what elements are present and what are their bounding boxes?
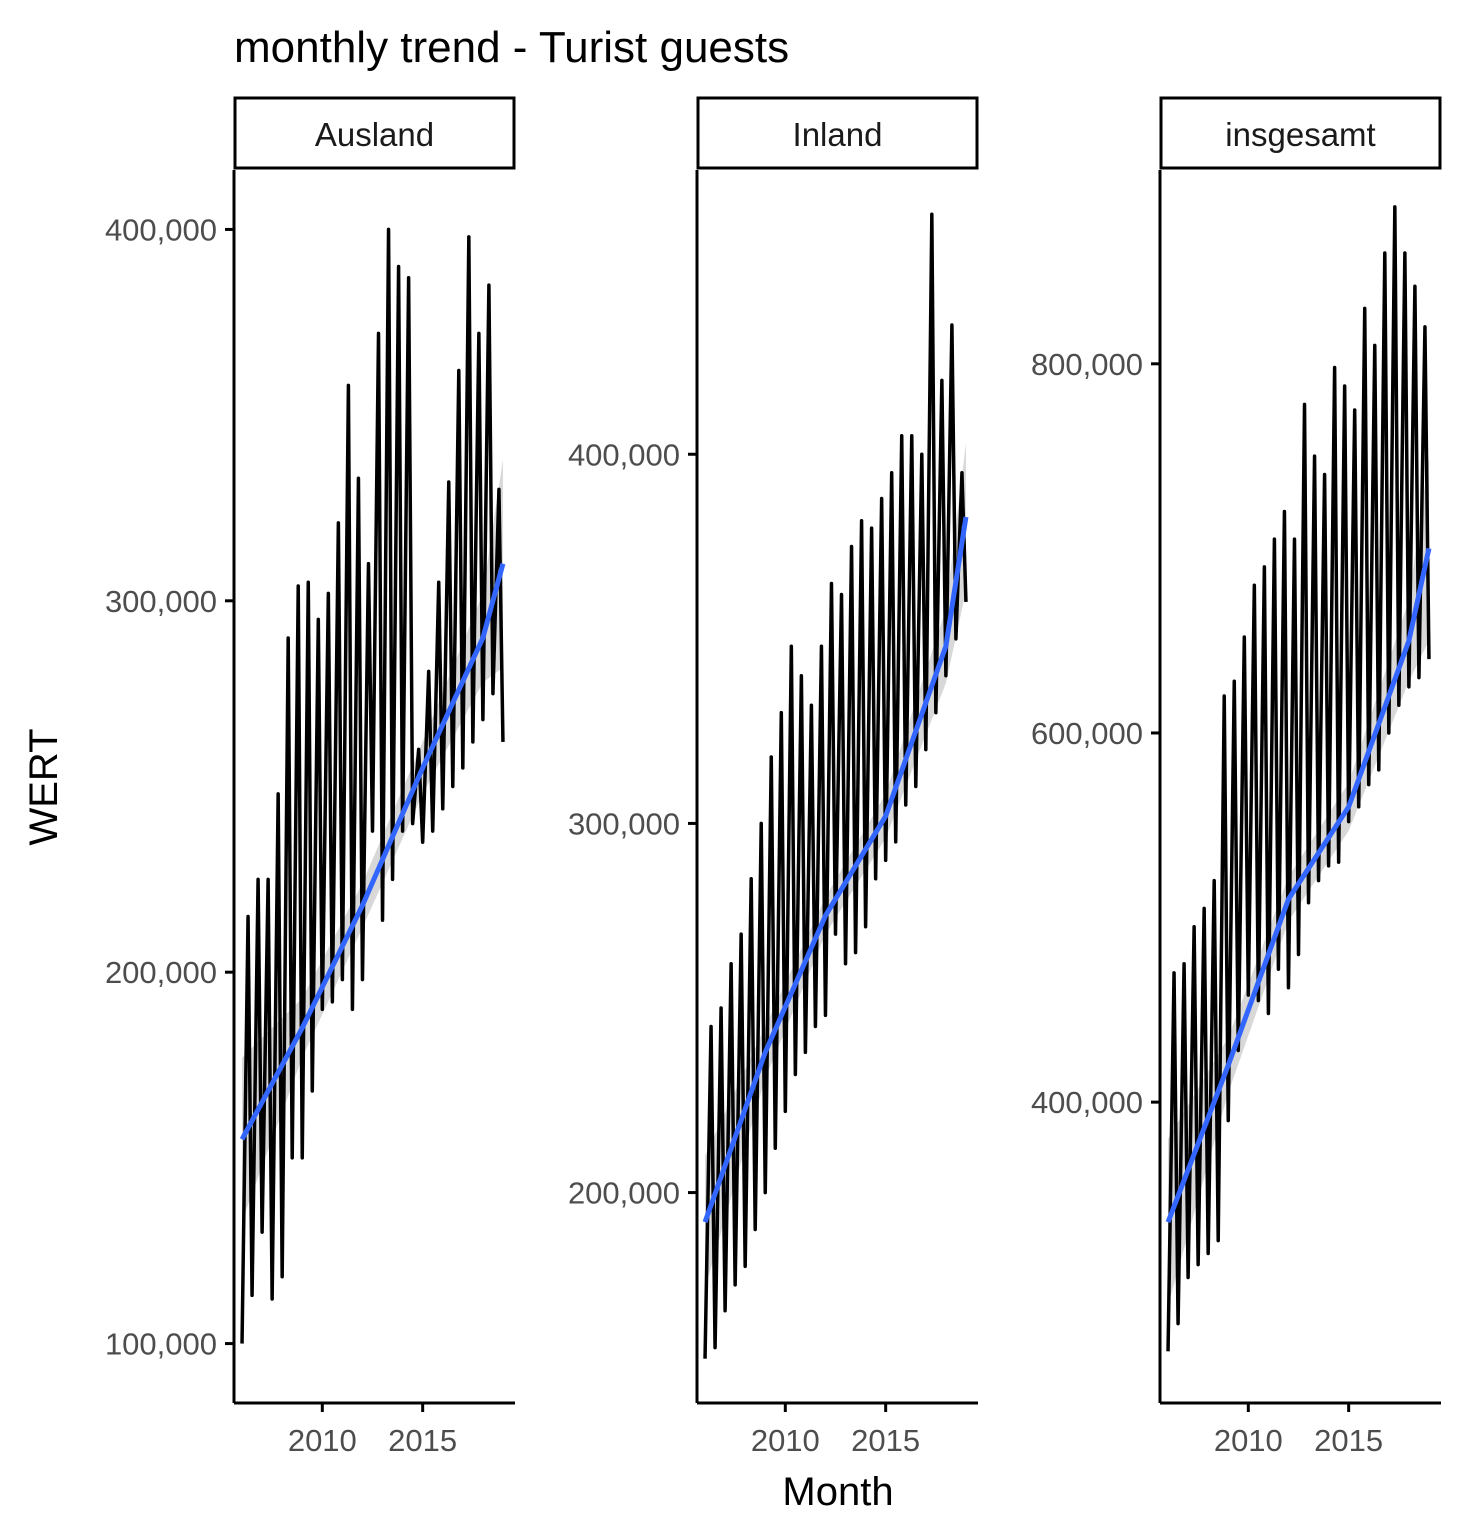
smooth-trend-line: [702, 516, 969, 1223]
facet-strip-box: [1159, 96, 1442, 170]
y-tick-label: 400,000: [568, 437, 680, 472]
x-tick-label: 2015: [1314, 1423, 1383, 1458]
smooth-trend-line: [239, 563, 506, 1141]
x-tick-label: 2015: [388, 1423, 457, 1458]
y-axis-title: WERT: [22, 728, 66, 845]
y-tick-label: 400,000: [105, 212, 217, 247]
facet-panels: Ausland 100,000 200,000 300,000 400,000 2010 2…: [105, 96, 1442, 1458]
y-tick-label: 200,000: [105, 955, 217, 990]
chart-title: monthly trend - Turist guests: [234, 23, 789, 72]
x-tick-label: 2015: [851, 1423, 920, 1458]
panel-insgesamt: insgesamt 400,000 600,000 800,000 2010 2015: [1031, 96, 1442, 1458]
panel-ausland: Ausland 100,000 200,000 300,000 400,000 2010 2…: [105, 96, 516, 1458]
x-axis-title: Month: [782, 1470, 893, 1514]
x-tick-label: 2010: [288, 1423, 357, 1458]
series-line-inland: [703, 212, 968, 1359]
y-tick-label: 300,000: [105, 584, 217, 619]
y-tick-label: 400,000: [1031, 1085, 1143, 1120]
y-tick-label: 100,000: [105, 1327, 217, 1362]
y-tick-label: 600,000: [1031, 716, 1143, 751]
series-line-ausland: [240, 227, 505, 1344]
y-tick-label: 300,000: [568, 806, 680, 841]
series-line-insgesamt: [1166, 205, 1431, 1352]
smooth-trend-line: [1165, 547, 1432, 1224]
facet-strip-label: Inland: [793, 116, 883, 153]
facet-strip-label: Ausland: [315, 116, 434, 153]
smooth-confidence-band: [242, 459, 503, 1222]
x-tick-label: 2010: [751, 1423, 820, 1458]
panel-inland: Inland 200,000 300,000 400,000 2010 2015: [568, 96, 979, 1458]
y-tick-label: 800,000: [1031, 347, 1143, 382]
x-tick-label: 2010: [1214, 1423, 1283, 1458]
y-tick-label: 200,000: [568, 1176, 680, 1211]
facet-strip-box: [233, 96, 516, 170]
facet-strip-box: [696, 96, 979, 170]
facet-strip-label: insgesamt: [1225, 116, 1375, 153]
